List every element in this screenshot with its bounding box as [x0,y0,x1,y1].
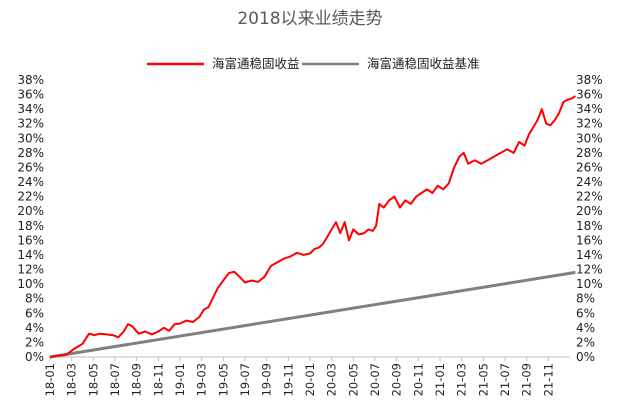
y-tick-right: 6% [576,306,595,320]
x-tick-label: 20-01 [303,363,317,396]
series-line-benchmark [49,270,576,359]
y-tick-left: 10% [17,277,44,291]
series-layer [49,95,576,359]
y-tick-left: 2% [25,335,44,349]
y-tick-left: 34% [17,102,44,116]
x-tick-label: 20-09 [390,363,404,396]
x-tick-label: 18-03 [65,363,79,396]
x-tick-label: 18-09 [130,363,144,396]
y-tick-right: 16% [576,233,603,247]
y-tick-left: 36% [17,88,44,102]
x-tick-label: 21-03 [455,363,469,396]
x-tick-label: 20-07 [368,363,382,396]
y-tick-right: 22% [576,190,603,204]
y-tick-right: 18% [576,219,603,233]
y-tick-left: 30% [17,131,44,145]
x-tick-label: 19-07 [238,363,252,396]
x-tick-label: 19-09 [260,363,274,396]
y-tick-right: 34% [576,102,603,116]
y-tick-left: 22% [17,190,44,204]
x-tick-label: 19-05 [216,363,230,396]
y-tick-left: 38% [17,73,44,87]
y-axis-left: 0%2%4%6%8%10%12%14%16%18%20%22%24%26%28%… [17,73,44,364]
x-tick-label: 20-03 [325,363,339,396]
x-tick-label: 21-09 [520,363,534,396]
y-tick-left: 24% [17,175,44,189]
x-tick-label: 20-05 [346,363,360,396]
y-tick-left: 0% [25,350,44,364]
y-tick-left: 14% [17,248,44,262]
y-tick-right: 24% [576,175,603,189]
series-line-fund [49,95,576,358]
x-tick-label: 19-03 [195,363,209,396]
y-tick-left: 26% [17,160,44,174]
y-tick-left: 32% [17,117,44,131]
legend: 海富通稳固收益 海富通稳固收益基准 [147,56,480,71]
x-axis: 18-01 18-03 18-05 18-07 18-09 18-11 19-01 19-03… [43,357,555,396]
y-tick-right: 0% [576,350,595,364]
y-tick-right: 2% [576,335,595,349]
y-tick-right: 8% [576,292,595,306]
x-tick-label: 21-11 [541,363,555,396]
y-tick-right: 26% [576,160,603,174]
x-tick-label: 18-11 [151,363,165,396]
y-tick-left: 16% [17,233,44,247]
x-tick-label: 19-01 [173,363,187,396]
chart-title: 2018以来业绩走势 [237,9,382,29]
x-tick-label: 21-01 [433,363,447,396]
y-axis-right: 0%2%4%6%8%10%12%14%16%18%20%22%24%26%28%… [576,73,603,364]
x-tick-label: 18-05 [86,363,100,396]
x-tick-label: 21-07 [498,363,512,396]
y-tick-right: 30% [576,131,603,145]
y-tick-right: 14% [576,248,603,262]
y-tick-right: 10% [576,277,603,291]
x-tick-label: 18-07 [108,363,122,396]
y-tick-left: 28% [17,146,44,160]
y-tick-left: 4% [25,321,44,335]
x-tick-label: 18-01 [43,363,57,396]
y-tick-left: 8% [25,292,44,306]
legend-label-benchmark: 海富通稳固收益基准 [367,56,480,71]
x-tick-label: 20-11 [411,363,425,396]
x-tick-label: 21-05 [476,363,490,396]
x-tick-label: 19-11 [281,363,295,396]
y-tick-right: 28% [576,146,603,160]
y-tick-left: 6% [25,306,44,320]
y-tick-right: 20% [576,204,603,218]
y-tick-right: 32% [576,117,603,131]
y-tick-right: 36% [576,88,603,102]
y-tick-right: 12% [576,263,603,277]
y-tick-left: 20% [17,204,44,218]
y-tick-left: 18% [17,219,44,233]
legend-label-fund: 海富通稳固收益 [212,56,300,71]
y-tick-right: 4% [576,321,595,335]
y-tick-left: 12% [17,263,44,277]
y-tick-right: 38% [576,73,603,87]
